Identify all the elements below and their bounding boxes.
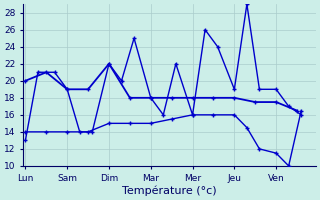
X-axis label: Température (°c): Température (°c): [122, 185, 217, 196]
